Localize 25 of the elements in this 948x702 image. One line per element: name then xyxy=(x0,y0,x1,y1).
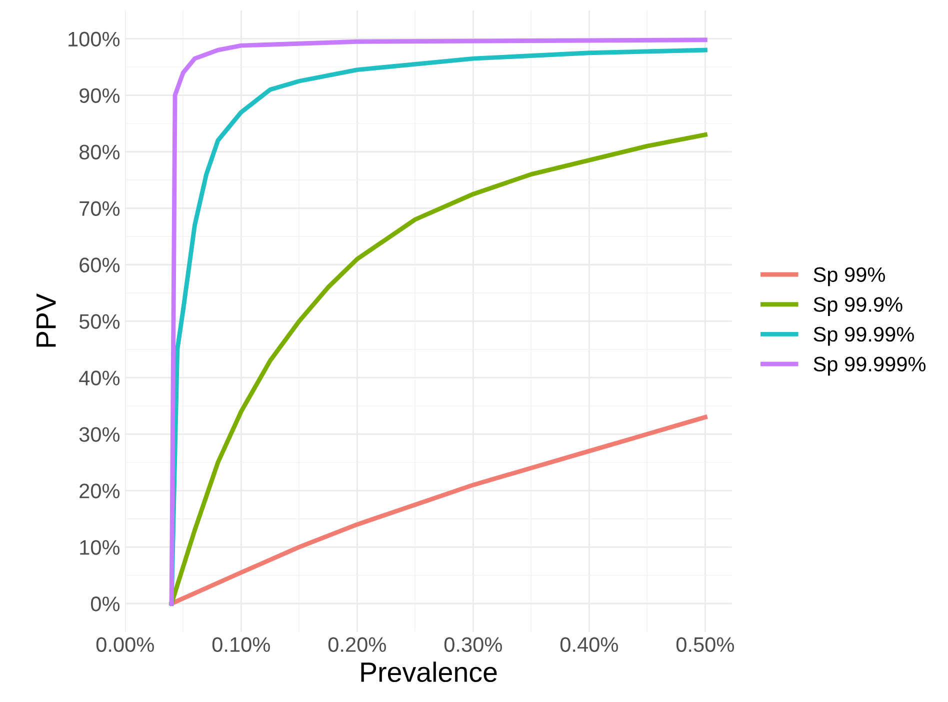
y-tick-label: 60% xyxy=(80,258,120,272)
legend-label: Sp 99.999% xyxy=(814,356,926,376)
legend-label: Sp 99.9% xyxy=(814,297,902,316)
line-series xyxy=(169,414,708,606)
line-series xyxy=(169,132,708,606)
x-tick-label: 0.50% xyxy=(676,637,734,652)
y-tick-label: 20% xyxy=(80,484,120,498)
y-tick-label: 50% xyxy=(79,314,120,329)
y-tick-label: 0% xyxy=(90,596,120,612)
legend-label: Sp 99% xyxy=(814,267,885,286)
y-axis-title: PPV xyxy=(36,293,56,347)
y-tick-label: 30% xyxy=(79,427,120,442)
x-tick-label: 0.40% xyxy=(560,637,618,652)
x-tick-label: 0.30% xyxy=(444,637,502,652)
legend-label: Sp 99.99% xyxy=(814,326,914,346)
x-axis-title: Prevalence xyxy=(361,662,497,682)
y-tick-label: 80% xyxy=(79,144,120,160)
y-tick-label: 90% xyxy=(80,88,120,104)
x-tick-label: 0.20% xyxy=(328,637,386,652)
y-tick-label: 100% xyxy=(68,32,120,47)
x-tick-label: 0.00% xyxy=(96,637,154,652)
y-tick-label: 10% xyxy=(80,540,120,555)
x-tick-label: 0.10% xyxy=(212,637,270,652)
y-tick-label: 70% xyxy=(80,201,120,216)
y-tick-label: 40% xyxy=(79,370,120,386)
